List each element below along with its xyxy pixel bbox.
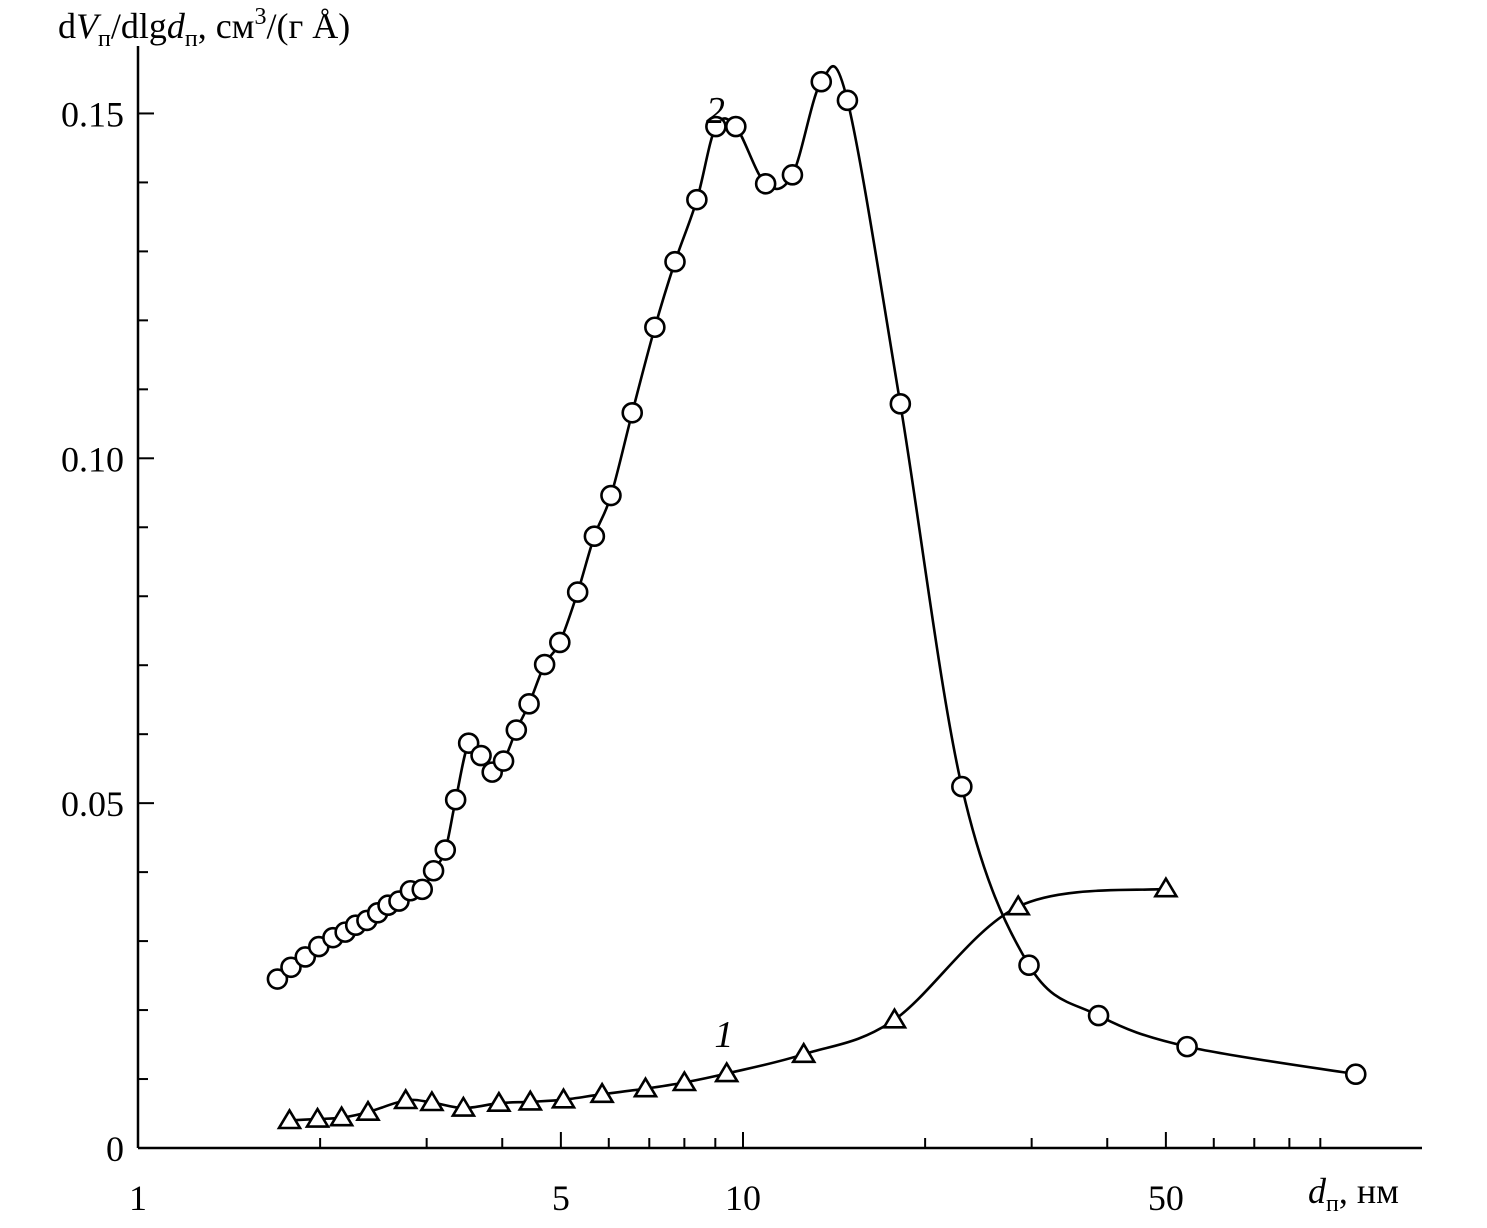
series-1-point (450, 1095, 477, 1117)
series-2-point (549, 631, 571, 654)
series-2-point (505, 719, 528, 741)
series-2-point (434, 839, 457, 861)
y-tick-label: 0.10 (61, 439, 124, 479)
y-tick-label: 0 (106, 1129, 124, 1169)
x-tick-label: 1 (129, 1178, 147, 1218)
series-2-point (470, 744, 492, 767)
series-1-point (713, 1060, 740, 1083)
series-1-point (1153, 876, 1179, 898)
series-2-point (444, 788, 467, 811)
series-2-point (754, 172, 777, 195)
series-2-point (422, 859, 445, 882)
series-1-line (289, 887, 1167, 1122)
series-1-point (392, 1087, 419, 1110)
series-1-point (881, 1007, 908, 1029)
y-tick-label: 0.15 (61, 94, 124, 134)
ticks (138, 112, 1322, 1148)
series-2-point (280, 956, 302, 979)
series-2-point (810, 70, 833, 93)
series-1-point (304, 1106, 331, 1128)
y-axis-title: dVп/dlgdп, см3/(г Å) (58, 4, 350, 52)
series-2-point (1018, 954, 1040, 977)
series-2-point (781, 164, 804, 186)
series-2-point (686, 188, 708, 211)
series-2-point (566, 581, 589, 603)
series-2-point (1087, 1004, 1110, 1027)
series-1-point (589, 1081, 615, 1104)
series-2-point (664, 250, 686, 273)
series-1-point (632, 1076, 659, 1098)
series-1-point (419, 1089, 445, 1112)
tick-labels: 0 0.05 0.10 0.15 1 5 10 50 (61, 94, 1184, 1218)
series-2-point (457, 732, 480, 754)
series-1-point (486, 1090, 512, 1112)
curves (276, 64, 1357, 1122)
x-tick-label: 50 (1148, 1178, 1184, 1218)
series-2-point (889, 393, 912, 415)
x-axis-title: dп, нм (1308, 1171, 1399, 1217)
series-2-point (492, 750, 515, 772)
series-2-point (533, 653, 556, 676)
y-tick-label: 0.05 (61, 784, 124, 824)
series-2-point (621, 401, 644, 424)
series-2-point (411, 878, 434, 901)
series-2-point (725, 115, 747, 138)
series-1-point (328, 1105, 355, 1127)
series-2-point (583, 525, 606, 548)
series-1-label: 1 (714, 1014, 733, 1056)
axes (136, 46, 1422, 1150)
series-1-point (550, 1087, 577, 1109)
markers (266, 70, 1367, 1130)
series-2-label: 2 (706, 90, 725, 132)
series-2-point (266, 968, 289, 990)
series-2-point (951, 775, 973, 798)
series-1-point (1005, 894, 1031, 916)
series-2-point (1176, 1035, 1198, 1058)
x-tick-label: 10 (725, 1178, 761, 1218)
series-1-point (355, 1099, 381, 1121)
series-2-point (836, 89, 859, 112)
series-2-point (1344, 1063, 1367, 1086)
series-2-point (518, 693, 540, 715)
series-1-point (517, 1089, 544, 1111)
series-2-line (276, 64, 1357, 1076)
curve-labels: 12 (706, 90, 734, 1056)
x-tick-label: 5 (552, 1178, 570, 1218)
series-1-point (276, 1107, 303, 1130)
series-2-point (644, 316, 666, 339)
series-1-point (671, 1069, 698, 1092)
series-2-point (600, 484, 622, 507)
series-1-point (790, 1041, 817, 1064)
